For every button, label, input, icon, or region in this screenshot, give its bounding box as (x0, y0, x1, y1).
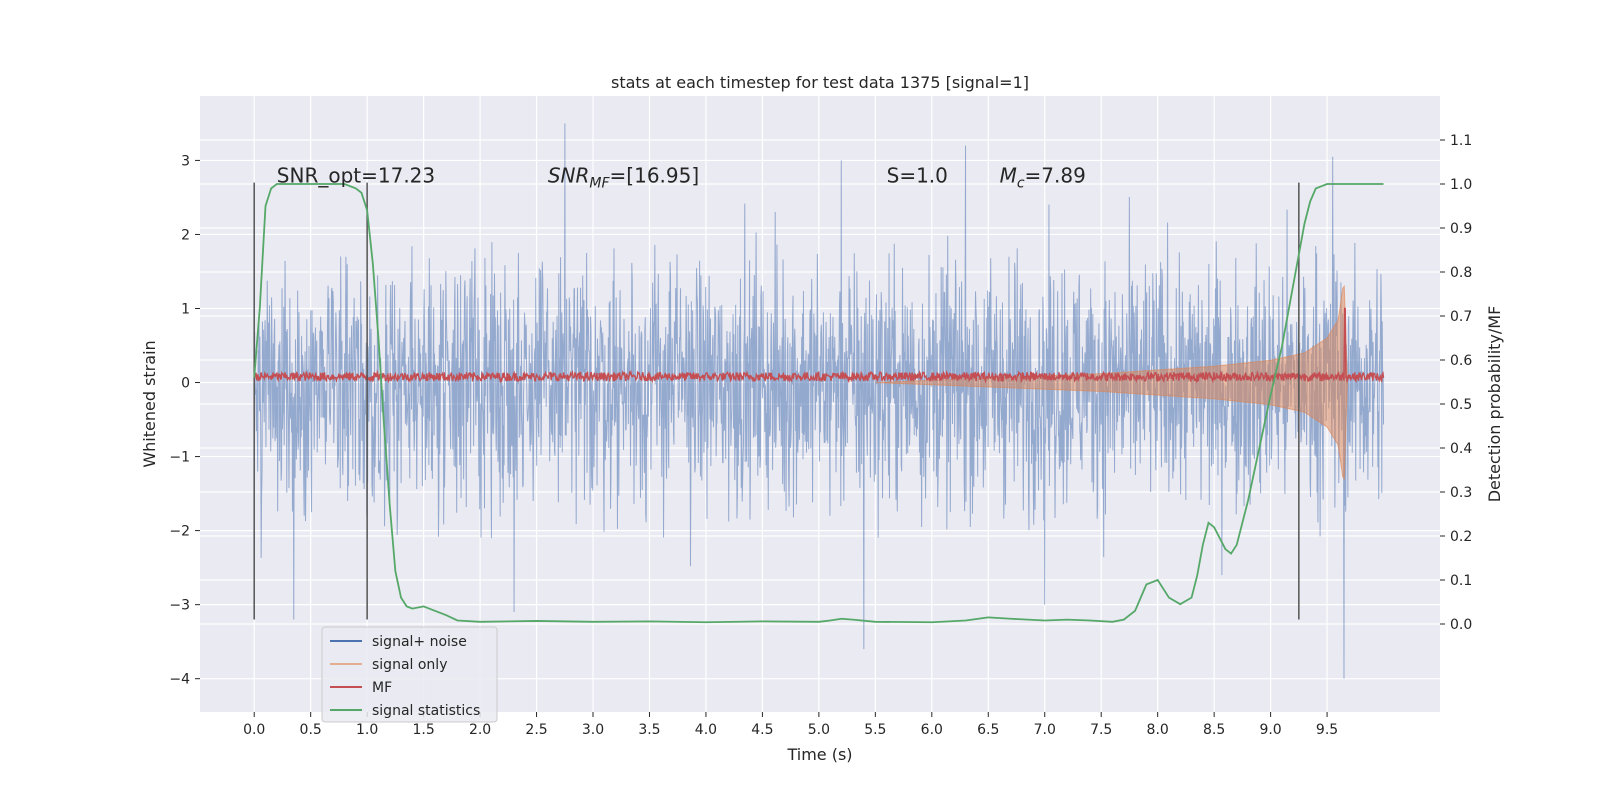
x-tick-label: 0.5 (300, 722, 322, 738)
y-tick-label: −2 (169, 524, 190, 540)
annotation-value: =1.0 (899, 164, 948, 188)
annotation-value: =7.89 (1025, 164, 1086, 188)
legend-box (321, 626, 498, 723)
annotation-main: S (887, 164, 900, 188)
x-tick-label: 7.5 (1090, 722, 1112, 738)
y2-tick-label: 0.8 (1450, 265, 1472, 281)
legend-items: signal+ noise signal only MF signal statist… (330, 634, 480, 719)
x-tick-label: 8.5 (1203, 722, 1225, 738)
x-tick-label: 9.0 (1259, 722, 1281, 738)
series-signal-statistics (253, 183, 1384, 624)
x-tick-label: 2.0 (469, 722, 491, 738)
annotation-main: M (1000, 164, 1017, 188)
series-line-signal-statistics (253, 183, 1384, 624)
x-tick-label: 2.5 (525, 722, 547, 738)
y2-tick-label: 0.4 (1450, 441, 1472, 457)
chart-title: stats at each timestep for test data 137… (611, 73, 1029, 92)
y-axis-label: Whitened strain (140, 340, 159, 467)
x-tick-label: 6.5 (977, 722, 999, 738)
annotation: SNR_opt=17.23 (277, 164, 435, 188)
legend: signal+ noise signal only MF signal statist… (321, 626, 498, 723)
series-mf (253, 307, 1385, 384)
y-tick-label: −1 (169, 450, 190, 466)
x-tick-label: 4.0 (695, 722, 717, 738)
y-axis-ticks: 3 2 1 0 −1 −2 −3 −4 (169, 153, 200, 688)
y2-axis-ticks: 1.1 1.0 0.9 0.8 0.7 0.6 0.5 0.4 0.3 0.2 0.1 0.0 (1440, 133, 1472, 633)
x-tick-label: 9.5 (1316, 722, 1338, 738)
x-tick-label: 0.0 (243, 722, 265, 738)
annotation-main: SNR_opt=17.23 (277, 164, 435, 188)
annotation: SNRMF=[16.95] (548, 164, 699, 192)
y-tick-label: 3 (181, 153, 190, 169)
y2-tick-label: 0.6 (1450, 353, 1472, 369)
x-tick-label: 6.0 (921, 722, 943, 738)
y-tick-label: 2 (181, 227, 190, 243)
y2-tick-label: 0.5 (1450, 397, 1472, 413)
x-tick-label: 5.5 (864, 722, 886, 738)
x-tick-label: 3.0 (582, 722, 604, 738)
annotation-value: =[16.95] (610, 164, 700, 188)
y2-tick-label: 0.7 (1450, 309, 1472, 325)
x-tick-label: 1.0 (356, 722, 378, 738)
legend-label: signal statistics (372, 703, 480, 719)
y2-tick-label: 0.2 (1450, 529, 1472, 545)
annotation-subscript: c (1017, 176, 1025, 192)
y2-axis-label: Detection probability/MF (1485, 306, 1504, 503)
x-axis-ticks: 0.0 0.5 1.0 1.5 2.0 2.5 3.0 3.5 4.0 4.5 5.0 5.5 6.0 6… (243, 712, 1338, 738)
annotation-main: SNR (548, 164, 590, 188)
y2-tick-label: 0.1 (1450, 573, 1472, 589)
y2-tick-label: 0.0 (1450, 617, 1472, 633)
legend-label: signal only (372, 657, 447, 673)
y-tick-label: 1 (181, 301, 190, 317)
y2-tick-label: 0.9 (1450, 221, 1472, 237)
annotations: SNR_opt=17.23 SNRMF=[16.95] S=1.0 Mc=7.89 (277, 164, 1086, 192)
annotation: Mc=7.89 (1000, 164, 1086, 192)
annotation: S=1.0 (887, 164, 948, 188)
x-tick-label: 5.0 (808, 722, 830, 738)
y2-tick-label: 0.3 (1450, 485, 1472, 501)
y-tick-label: −4 (169, 672, 190, 688)
legend-label: MF (372, 680, 392, 696)
x-tick-label: 4.5 (751, 722, 773, 738)
annotation-subscript: MF (589, 176, 610, 192)
y-tick-label: −3 (169, 598, 190, 614)
x-tick-label: 7.0 (1034, 722, 1056, 738)
legend-label: signal+ noise (372, 634, 467, 650)
x-tick-label: 3.5 (638, 722, 660, 738)
x-axis-label: Time (s) (786, 745, 852, 764)
y-tick-label: 0 (181, 376, 190, 392)
y2-tick-label: 1.0 (1450, 177, 1472, 193)
series-line-mf (253, 307, 1385, 384)
x-tick-label: 8.0 (1147, 722, 1169, 738)
x-tick-label: 1.5 (412, 722, 434, 738)
y2-tick-label: 1.1 (1450, 133, 1472, 149)
